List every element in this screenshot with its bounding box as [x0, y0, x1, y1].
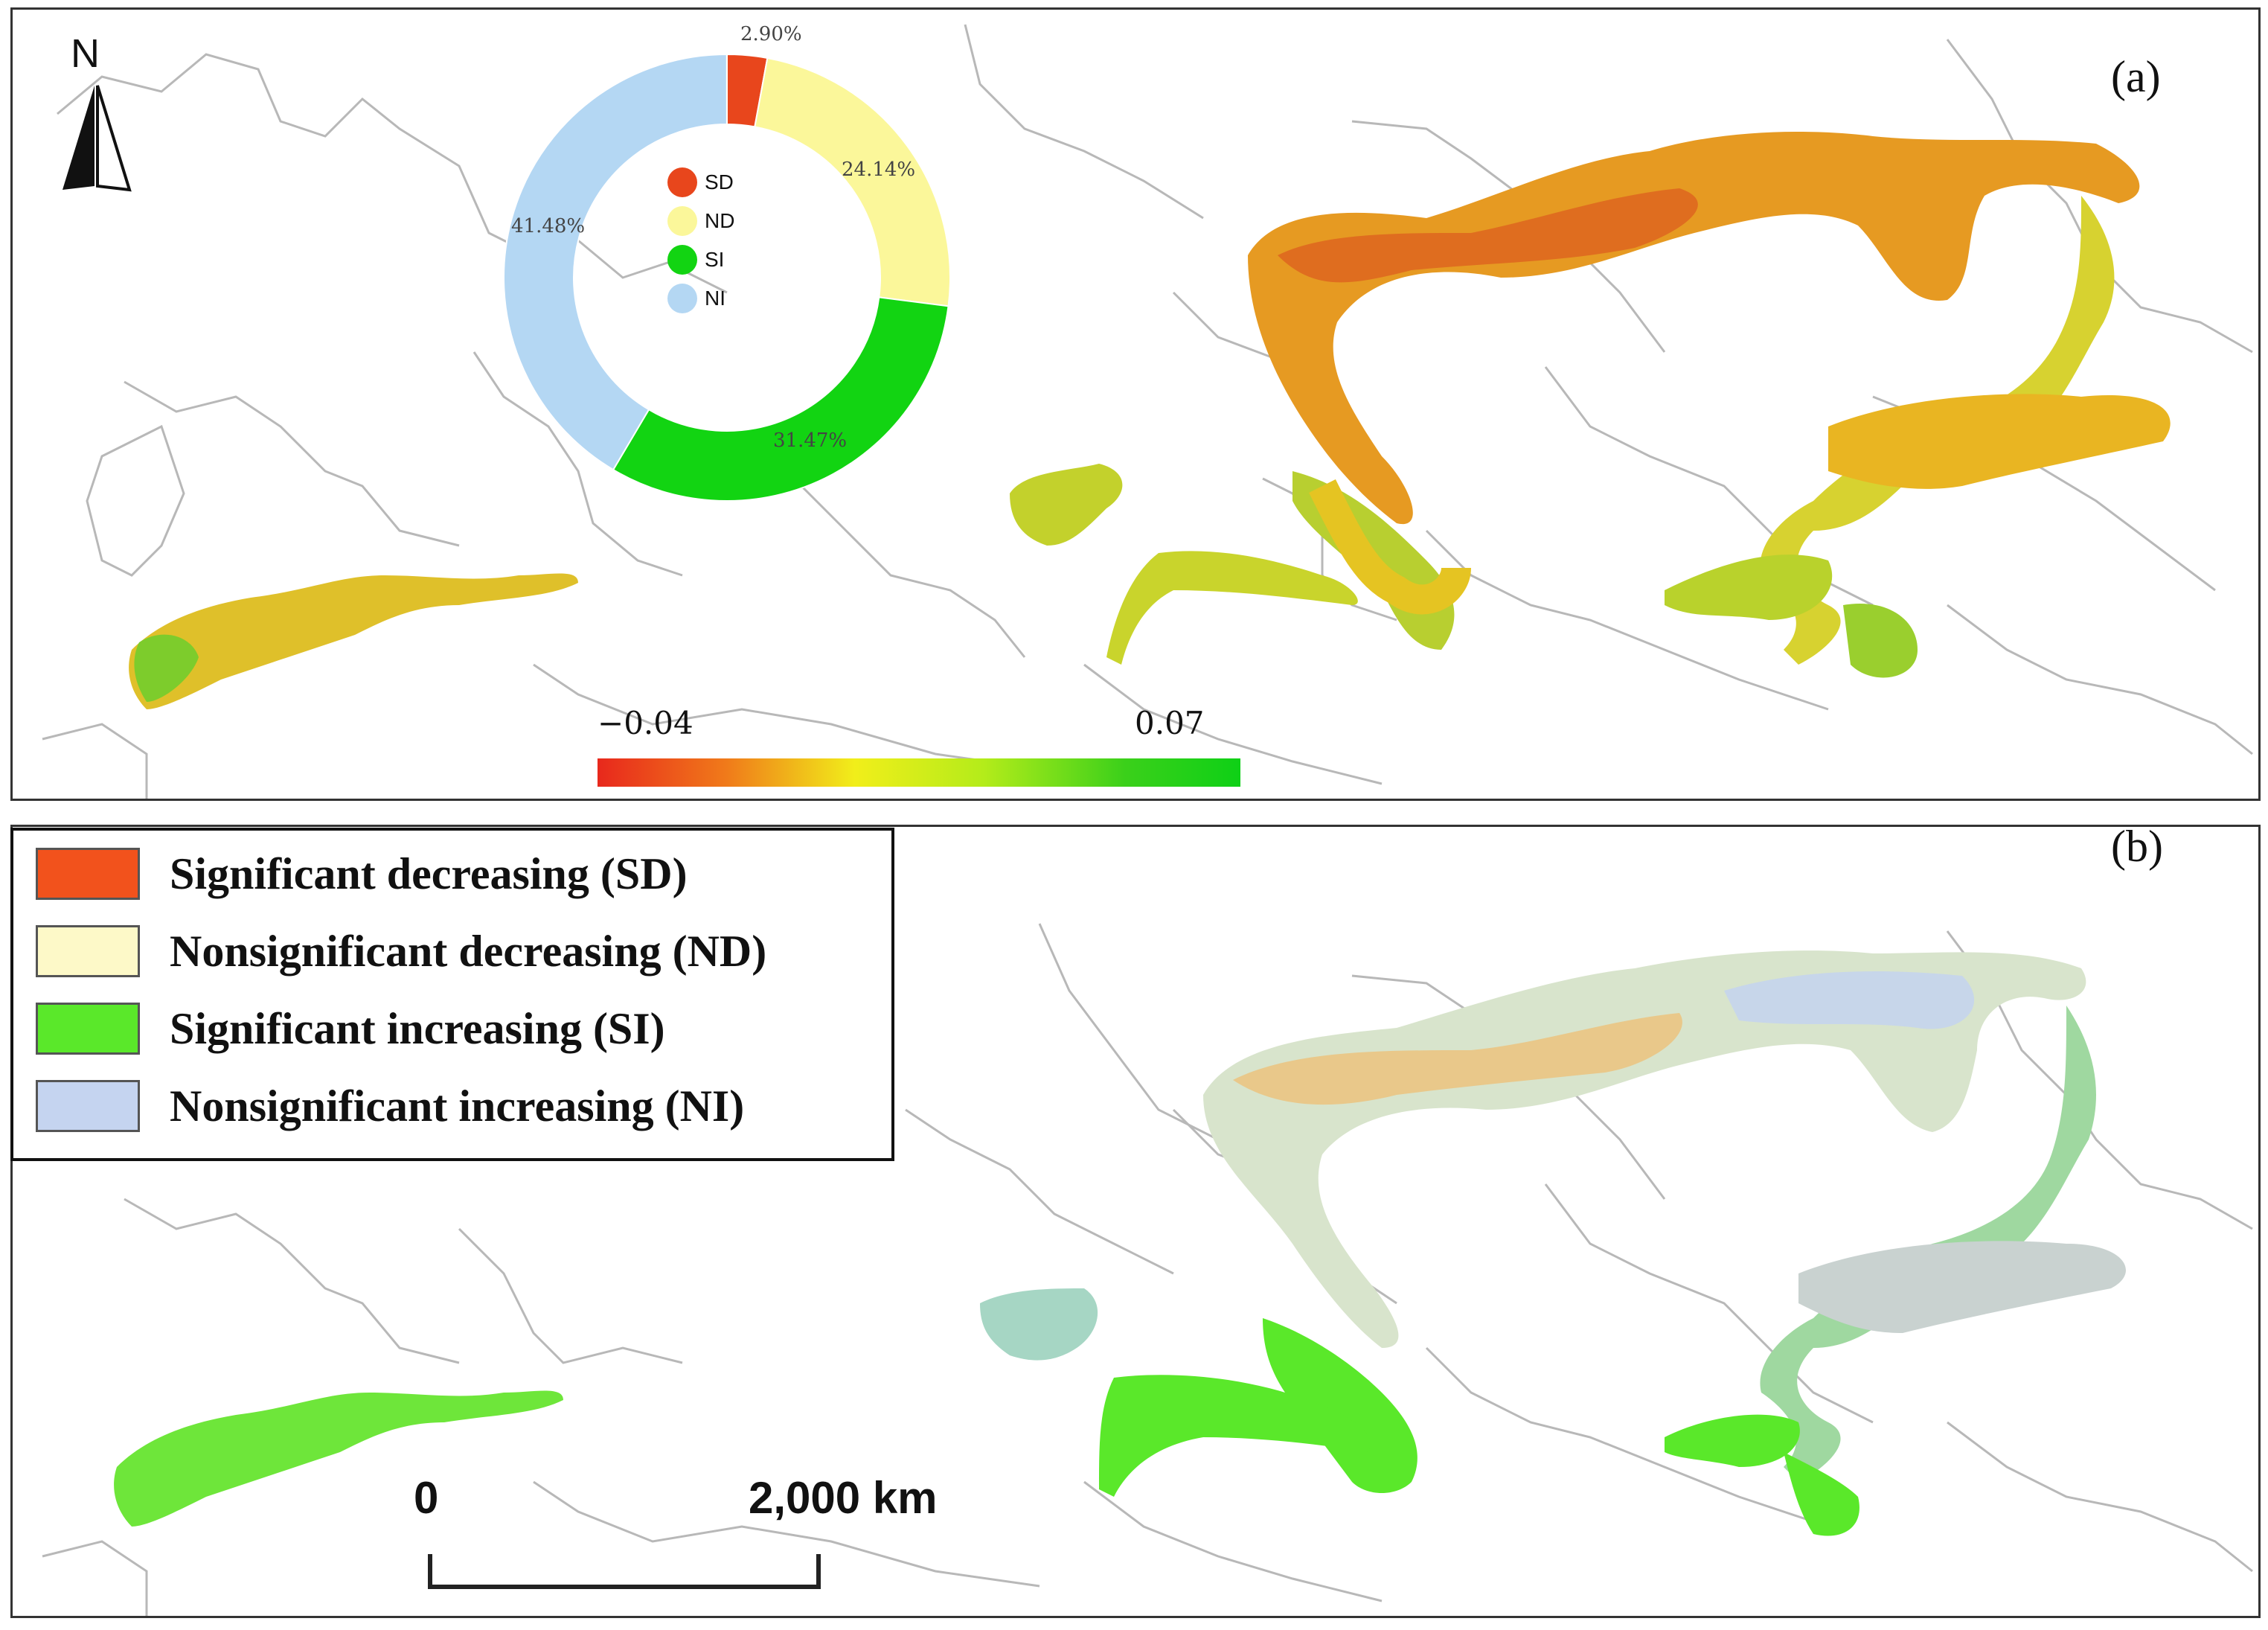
map-panel-a: (a) N 2.90% 24.14% 31.47% 41.48% SD ND S… — [10, 7, 2261, 801]
scale-bar-start-label: 0 — [414, 1473, 439, 1523]
legend-swatch — [36, 848, 140, 900]
colorbar — [598, 758, 1240, 787]
legend-label: Nonsignificant decreasing (ND) — [170, 926, 767, 976]
donut-label-si: 31.47% — [773, 429, 848, 452]
north-label: N — [71, 31, 100, 76]
donut-legend-label: SI — [705, 248, 725, 271]
legend-swatch — [36, 1003, 140, 1055]
panel-b-label: (b) — [2111, 825, 2163, 871]
donut-legend-label: SD — [705, 170, 734, 194]
legend-item-nd: Nonsignificant decreasing (ND) — [36, 921, 766, 981]
donut-legend-label: ND — [705, 209, 735, 232]
study-area-a — [129, 132, 2171, 709]
donut-svg — [503, 53, 951, 502]
donut-chart: 2.90% 24.14% 31.47% 41.48% — [481, 23, 973, 523]
donut-slice-nd — [754, 57, 951, 307]
legend-label: Significant increasing (SI) — [170, 1003, 665, 1053]
legend-dot-icon — [667, 167, 697, 197]
panel-a-label: (a) — [2111, 52, 2161, 101]
country-borders — [42, 923, 2253, 1616]
legend-label: Nonsignificant increasing (NI) — [170, 1081, 745, 1131]
legend-item-sd: Significant decreasing (SD) — [36, 844, 688, 904]
legend: Significant decreasing (SD) Nonsignifica… — [10, 828, 894, 1161]
legend-swatch — [36, 1080, 140, 1132]
donut-label-sd: 2.90% — [740, 23, 802, 45]
donut-legend: SD ND SI NI — [667, 163, 734, 318]
donut-slice-ni — [503, 53, 728, 471]
donut-slice-si — [612, 296, 949, 502]
donut-legend-item: SD — [667, 163, 734, 202]
legend-dot-icon — [667, 284, 697, 313]
donut-label-ni: 41.48% — [511, 215, 586, 237]
scale-bar — [428, 1554, 821, 1589]
colorbar-max-label: 0.07 — [1135, 705, 1205, 741]
legend-dot-icon — [667, 206, 697, 236]
legend-item-si: Significant increasing (SI) — [36, 999, 665, 1058]
colorbar-min-label: −0.04 — [598, 705, 693, 741]
legend-item-ni: Nonsignificant increasing (NI) — [36, 1076, 744, 1136]
legend-swatch — [36, 925, 140, 977]
donut-label-nd: 24.14% — [842, 159, 916, 181]
base-map-a — [42, 24, 2253, 799]
scale-bar-end-label: 2,000 km — [749, 1473, 938, 1523]
north-arrow-icon — [63, 85, 132, 192]
legend-label: Significant decreasing (SD) — [170, 848, 688, 898]
legend-dot-icon — [667, 245, 697, 275]
donut-legend-item: SI — [667, 240, 734, 279]
donut-legend-item: NI — [667, 279, 734, 318]
donut-legend-label: NI — [705, 287, 725, 310]
study-area-b — [114, 950, 2126, 1536]
donut-legend-item: ND — [667, 202, 734, 240]
base-map-b — [42, 923, 2253, 1616]
